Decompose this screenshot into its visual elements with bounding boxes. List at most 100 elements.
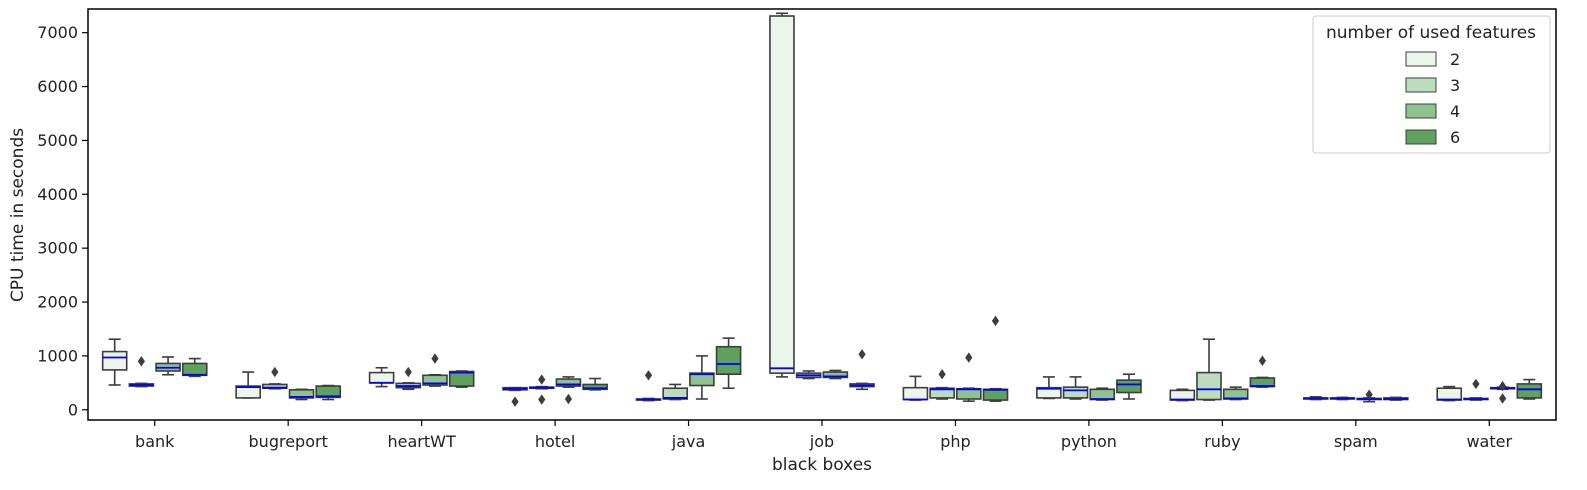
legend-items: 2 3 4 6 — [1405, 50, 1460, 147]
box-spam-2 — [1302, 396, 1329, 401]
x-axis: bank bugreport heartWT hotel java job php pytho… — [135, 420, 1512, 451]
box-ruby-6 — [1249, 355, 1276, 388]
box-bugreport-4 — [288, 388, 315, 401]
box-body — [1062, 386, 1089, 399]
box-heartWT-2 — [368, 366, 395, 388]
box-python-4 — [1089, 387, 1116, 401]
box-job-3 — [795, 370, 822, 380]
box-body — [101, 350, 128, 371]
box-ruby-4 — [1222, 386, 1249, 401]
flier-point — [564, 393, 573, 405]
flier-point — [1499, 380, 1507, 392]
flier-point — [938, 369, 946, 380]
flier-point — [644, 370, 653, 381]
box-water-3 — [1463, 378, 1489, 401]
box-body — [929, 387, 955, 399]
flier-point — [1499, 393, 1507, 404]
box-hotel-2 — [502, 386, 528, 407]
box-ruby-2 — [1169, 388, 1196, 402]
box-java-6 — [715, 337, 742, 390]
box-php-2 — [902, 375, 929, 401]
flier-point — [965, 352, 973, 363]
box-hotel-6 — [582, 377, 608, 391]
flier-point — [1365, 389, 1373, 400]
box-heartWT-3 — [395, 366, 422, 391]
box-water-4 — [1489, 380, 1516, 404]
flier-point — [511, 396, 519, 407]
box-java-2 — [635, 370, 662, 402]
box-body — [1222, 388, 1249, 400]
box-body — [555, 378, 582, 387]
box-body — [662, 387, 689, 400]
box-body — [715, 345, 742, 376]
box-heartWT-4 — [422, 353, 448, 387]
box-python-6 — [1116, 373, 1142, 400]
box-body — [982, 388, 1009, 401]
y-tick-label: 6000 — [37, 77, 78, 96]
x-axis-title: black boxes — [772, 455, 872, 475]
legend: number of used features 2 3 4 6 — [1312, 15, 1551, 154]
box-body — [582, 383, 608, 391]
box-bank-4 — [155, 356, 181, 376]
box-body — [769, 15, 795, 374]
plot-area — [101, 12, 1543, 407]
legend-label: 2 — [1450, 50, 1460, 69]
box-body — [315, 385, 342, 399]
flier-point — [1258, 355, 1266, 366]
flier-point — [858, 349, 866, 360]
y-tick-label: 4000 — [37, 185, 78, 204]
box-body — [1036, 386, 1062, 399]
box-hotel-3 — [528, 374, 555, 405]
legend-label: 6 — [1450, 128, 1460, 147]
box-java-4 — [689, 355, 715, 400]
box-body — [955, 387, 982, 400]
legend-swatch — [1405, 77, 1437, 93]
x-tick-label: python — [1061, 432, 1117, 451]
flier-point — [538, 394, 546, 405]
box-body — [181, 362, 208, 377]
x-tick-label: water — [1466, 432, 1512, 451]
legend-swatch — [1405, 51, 1437, 67]
box-job-4 — [822, 369, 849, 380]
box-body — [822, 371, 849, 379]
box-body — [1196, 371, 1222, 401]
flier-point — [431, 353, 439, 364]
box-body — [1516, 383, 1543, 399]
box-bank-2 — [101, 338, 128, 386]
box-body — [1169, 389, 1196, 401]
box-spam-4 — [1356, 389, 1382, 403]
box-spam-3 — [1329, 396, 1356, 401]
box-hotel-4 — [555, 376, 582, 405]
box-java-3 — [662, 383, 689, 401]
box-body — [1436, 387, 1463, 401]
box-body — [368, 371, 395, 384]
y-tick-label: 1000 — [37, 346, 78, 365]
box-body — [448, 370, 475, 387]
y-tick-label: 0 — [68, 400, 78, 419]
x-tick-label: php — [940, 432, 970, 451]
x-tick-label: bank — [135, 432, 175, 451]
box-bugreport-2 — [235, 371, 261, 399]
box-body — [902, 386, 929, 401]
legend-label: 3 — [1450, 76, 1460, 95]
box-php-3 — [929, 369, 955, 400]
flier-point — [137, 356, 145, 367]
box-water-2 — [1436, 385, 1463, 402]
box-body — [288, 389, 315, 399]
box-python-2 — [1036, 376, 1062, 400]
box-heartWT-6 — [448, 370, 475, 388]
x-tick-label: hotel — [535, 432, 576, 451]
flier-point — [404, 366, 412, 378]
box-bugreport-3 — [262, 366, 288, 390]
box-bank-3 — [128, 356, 155, 388]
y-tick-label: 3000 — [37, 239, 78, 258]
x-tick-label: ruby — [1204, 432, 1240, 451]
box-php-6 — [982, 315, 1009, 402]
box-job-2 — [769, 12, 795, 378]
legend-swatch — [1405, 129, 1437, 145]
box-ruby-3 — [1196, 338, 1222, 401]
flier-point — [1472, 378, 1480, 390]
box-bugreport-6 — [315, 384, 342, 401]
y-tick-label: 2000 — [37, 293, 78, 312]
